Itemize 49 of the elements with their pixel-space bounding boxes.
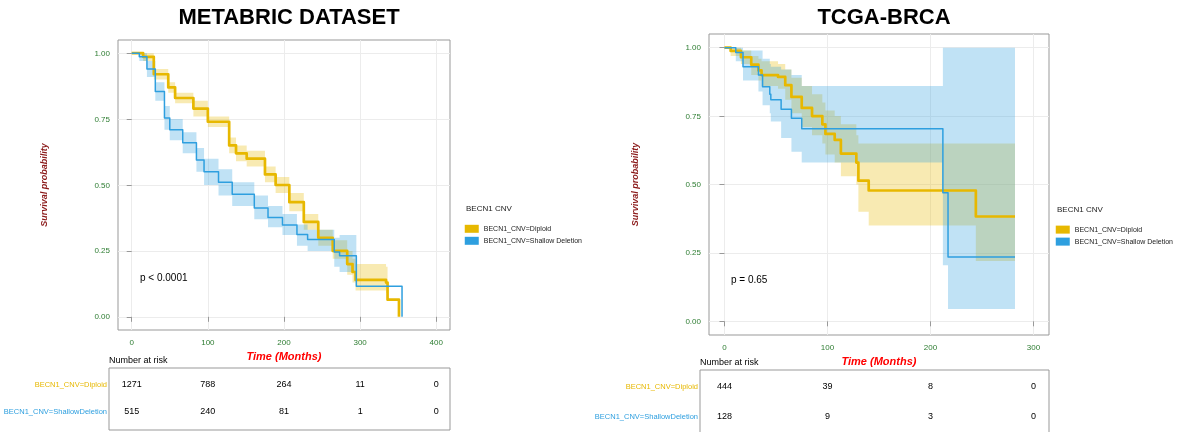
annotation: p < 0.0001	[140, 271, 188, 283]
y-tick-label: 0.25	[685, 248, 702, 258]
y-tick-label: 0.50	[94, 180, 111, 190]
annotation: p = 0.65	[731, 274, 768, 286]
x-tick-label: 100	[820, 342, 835, 352]
text: 0	[433, 379, 439, 389]
text: 0	[1031, 411, 1037, 421]
x-tick-label: 300	[1026, 342, 1041, 352]
y-axis-title: Survival probability	[629, 141, 640, 227]
y-tick-label: 0.50	[685, 180, 702, 189]
text: 128	[716, 411, 732, 421]
text: Number at risk	[109, 354, 169, 365]
text: 1	[357, 406, 363, 416]
text: 1271	[121, 379, 142, 389]
text: 444	[716, 381, 732, 391]
x-tick-label: 0	[722, 342, 728, 352]
text: 240	[200, 406, 216, 416]
text: 0	[433, 406, 439, 416]
chart-title: TCGA-BRCA	[817, 3, 951, 29]
x-axis-title: Time (Months)	[841, 355, 917, 368]
y-axis-title: Survival probability	[38, 142, 49, 227]
x-tick-label: 200	[277, 337, 292, 347]
text: 515	[124, 406, 140, 416]
legend-title: BECN1 CNV	[1057, 205, 1104, 215]
text: 8	[928, 381, 934, 391]
x-tick-label: 200	[923, 342, 938, 352]
text: 11	[355, 379, 365, 389]
text: 0	[1031, 381, 1037, 391]
x-tick-label: 100	[201, 337, 216, 347]
y-tick-label: 0.25	[94, 246, 111, 256]
y-tick-label: 0.75	[685, 111, 702, 121]
legend-title: BECN1 CNV	[466, 204, 513, 214]
text: 39	[822, 381, 833, 391]
y-tick-label: 0.00	[685, 316, 702, 326]
text: 788	[200, 379, 216, 389]
x-tick-label: 0	[129, 337, 135, 347]
text: 3	[928, 411, 934, 421]
chart-title: METABRIC DATASET	[178, 3, 401, 29]
y-tick-label: 0.75	[94, 114, 111, 124]
y-tick-label: 1.00	[94, 48, 111, 58]
text: 9	[824, 411, 830, 421]
text: Number at risk	[700, 356, 760, 367]
y-tick-label: 0.00	[94, 312, 111, 322]
y-tick-label: 1.00	[685, 43, 702, 53]
text: 264	[276, 379, 292, 389]
text: 81	[278, 406, 290, 416]
x-axis-title: Time (Months)	[246, 350, 322, 363]
x-tick-label: 400	[429, 337, 444, 347]
x-tick-label: 300	[353, 337, 368, 347]
